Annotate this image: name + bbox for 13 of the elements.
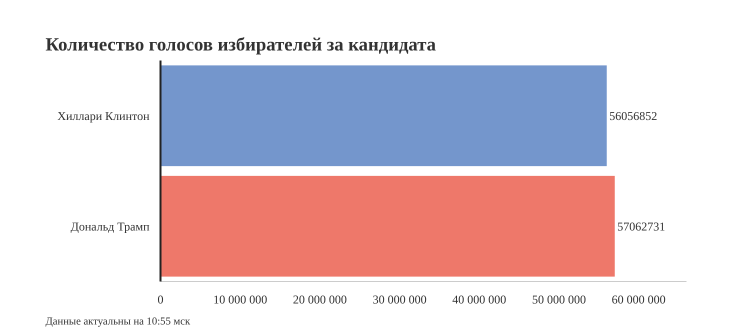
x-tick-label: 30 000 000 [372,292,427,306]
data-label: 56056852 [609,108,658,123]
y-tick-label: Хиллари Клинтон [57,108,150,123]
x-tick-label: 10 000 000 [213,292,268,306]
x-tick-label: 20 000 000 [292,292,347,306]
data-label: 57062731 [617,219,666,234]
x-tick-label: 40 000 000 [452,292,506,306]
x-tick-label: 0 [158,292,164,306]
y-tick-label: Дональд Трамп [70,219,150,234]
x-tick-label: 50 000 000 [532,292,586,306]
text: Данные актуальны на 10:55 мск [46,316,191,328]
chart-title: Количество голосов избирателей за кандидата [46,34,437,56]
x-tick-label: 60 000 000 [612,292,666,306]
